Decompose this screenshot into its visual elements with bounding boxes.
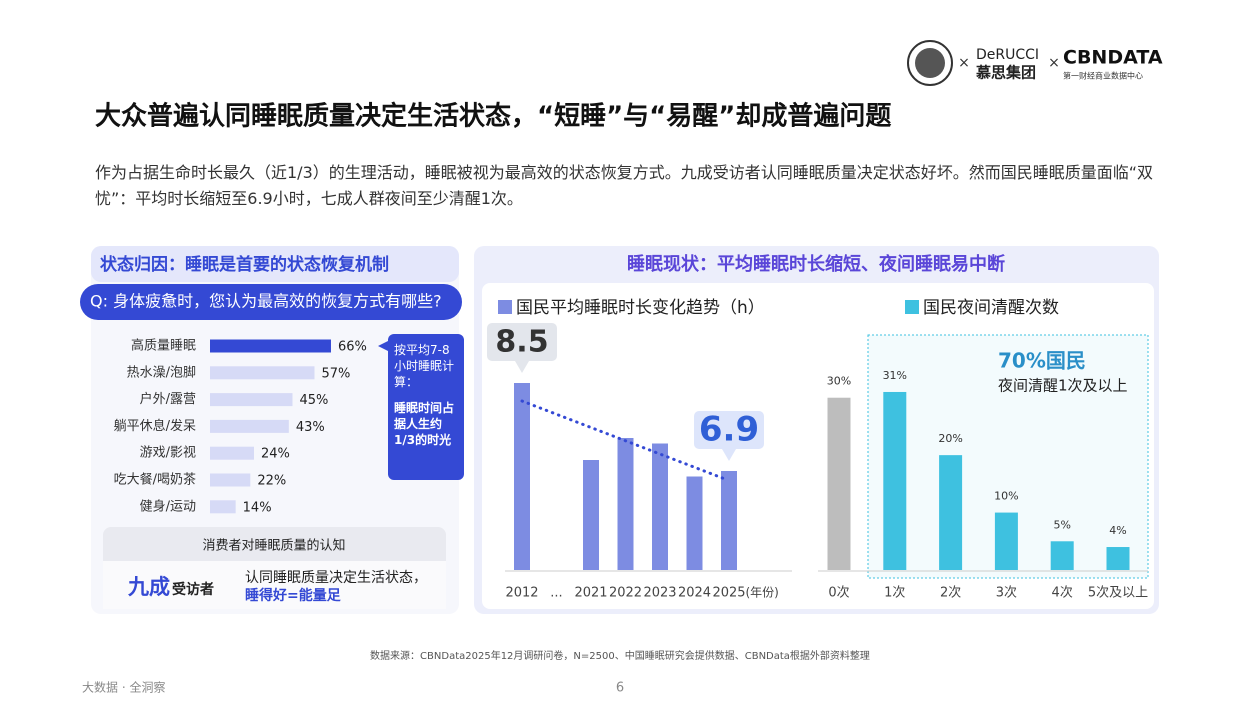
value-label: 6.9 <box>699 410 759 450</box>
value-label: 31% <box>883 369 907 382</box>
bar <box>210 339 331 353</box>
x-tick-label: 2023 <box>643 586 676 601</box>
bar <box>583 460 599 570</box>
note-pointer <box>378 341 388 351</box>
brand-sub: 第一财经商业数据中心 <box>1063 71 1143 81</box>
value-callout <box>694 411 764 449</box>
bar <box>1106 547 1130 570</box>
bar <box>210 446 254 460</box>
x-tick-label: 2021 <box>574 586 607 601</box>
value-label: 20% <box>938 432 962 445</box>
panel-heading-bg <box>91 246 459 282</box>
value-label: 45% <box>299 393 328 408</box>
bar <box>652 443 668 570</box>
value-label: 14% <box>243 500 272 515</box>
x-tick-label: ... <box>550 586 562 601</box>
note-line: 睡眠时间占据人生约1/3的时光 <box>394 401 455 447</box>
x-tick-label: 5次及以上 <box>1088 585 1148 601</box>
chart-title: 国民平均睡眠时长变化趋势（h） <box>516 298 765 318</box>
value-label: 66% <box>338 340 367 355</box>
panel-heading: 状态归因：睡眠是首要的状态恢复机制 <box>100 254 389 275</box>
brand: DeRUCCI <box>976 47 1039 63</box>
question: Q: 身体疲惫时，您认为最高效的恢复方式有哪些? <box>90 292 442 311</box>
footer-left: 大数据 · 全洞察 <box>82 680 165 695</box>
x-tick-label: 2022 <box>609 586 642 601</box>
brand: 慕思集团 <box>975 64 1036 82</box>
x-tick-label: 2次 <box>940 585 961 601</box>
logo-mark <box>915 48 945 78</box>
value-label: 24% <box>261 447 290 462</box>
value-label: 57% <box>321 366 350 381</box>
question-pill <box>80 284 462 320</box>
x-tick-label: 4次 <box>1052 585 1073 601</box>
bar <box>939 455 963 570</box>
panel-heading: 睡眠现状：平均睡眠时长缩短、夜间睡眠易中断 <box>627 253 1005 275</box>
summary-title: 消费者对睡眠质量的认知 <box>202 538 345 554</box>
chart-title: 国民夜间清醒次数 <box>923 298 1059 318</box>
title: 大众普遍认同睡眠质量决定生活状态，“短睡”与“易醒”却成普遍问题 <box>95 101 891 132</box>
separator: × <box>958 55 970 71</box>
summary-line: 认同睡眠质量决定生活状态， <box>245 570 427 586</box>
value-label: 10% <box>994 490 1018 503</box>
value-label: 22% <box>257 474 286 489</box>
category-label: 高质量睡眠 <box>131 338 196 354</box>
bar <box>617 438 634 570</box>
value-callout <box>487 323 557 361</box>
bar <box>210 419 289 433</box>
note-box <box>388 334 464 480</box>
bar <box>686 476 703 570</box>
highlight-text: 夜间清醒1次及以上 <box>998 377 1128 395</box>
summary-big-suffix: 受访者 <box>172 581 214 598</box>
highlight-label: 70%国民 <box>998 349 1086 373</box>
bar <box>210 500 236 514</box>
bar <box>210 366 315 380</box>
x-tick-label: 0次 <box>828 585 849 601</box>
bar <box>883 391 907 570</box>
value-label: 43% <box>296 420 325 435</box>
x-tick-label: 2024 <box>678 586 711 601</box>
bar <box>514 383 530 570</box>
intro: 作为占据生命时长最久（近1/3）的生理活动，睡眠被视为最高效的状态恢复方式。九成… <box>95 163 1154 208</box>
x-unit: (年份) <box>746 586 779 600</box>
x-tick-label: 3次 <box>996 585 1017 601</box>
note-line: 按平均7-8小时睡眠计算： <box>394 343 455 389</box>
bar <box>994 512 1018 570</box>
legend-swatch <box>498 300 512 314</box>
summary-line: 睡得好=能量足 <box>245 587 342 604</box>
category-label: 游戏/影视 <box>140 446 196 461</box>
summary-body <box>103 561 446 609</box>
bar <box>210 393 293 407</box>
value-label: 8.5 <box>495 325 548 360</box>
legend-swatch <box>905 300 919 314</box>
source: 数据来源：CBNData2025年12月调研问卷，N=2500、中国睡眠研究会提… <box>370 649 870 662</box>
summary-big: 九成 <box>127 575 170 599</box>
bar <box>1050 541 1074 570</box>
x-tick-label: 2012 <box>505 586 538 601</box>
x-tick-label: 2025 <box>712 586 745 601</box>
note: 按平均7-8小时睡眠计算： 睡眠时间占据人生约1/3的时光 <box>394 342 458 448</box>
value-callout-pointer <box>722 449 736 461</box>
separator: × <box>1048 55 1060 71</box>
category-label: 躺平休息/发呆 <box>114 418 196 434</box>
page-number: 6 <box>616 681 624 696</box>
trend-line <box>520 399 727 481</box>
bar <box>210 473 251 487</box>
category-label: 健身/运动 <box>140 498 196 514</box>
bar <box>721 471 737 570</box>
category-label: 吃大餐/喝奶茶 <box>114 472 196 488</box>
value-label: 30% <box>827 375 851 388</box>
value-label: 5% <box>1053 518 1070 531</box>
brand: CBNDATA <box>1063 47 1163 69</box>
category-label: 户外/露营 <box>140 391 196 407</box>
value-callout-pointer <box>515 361 529 373</box>
value-label: 4% <box>1109 524 1126 537</box>
x-tick-label: 1次 <box>884 585 905 601</box>
category-label: 热水澡/泡脚 <box>127 364 196 380</box>
bar <box>827 397 851 570</box>
